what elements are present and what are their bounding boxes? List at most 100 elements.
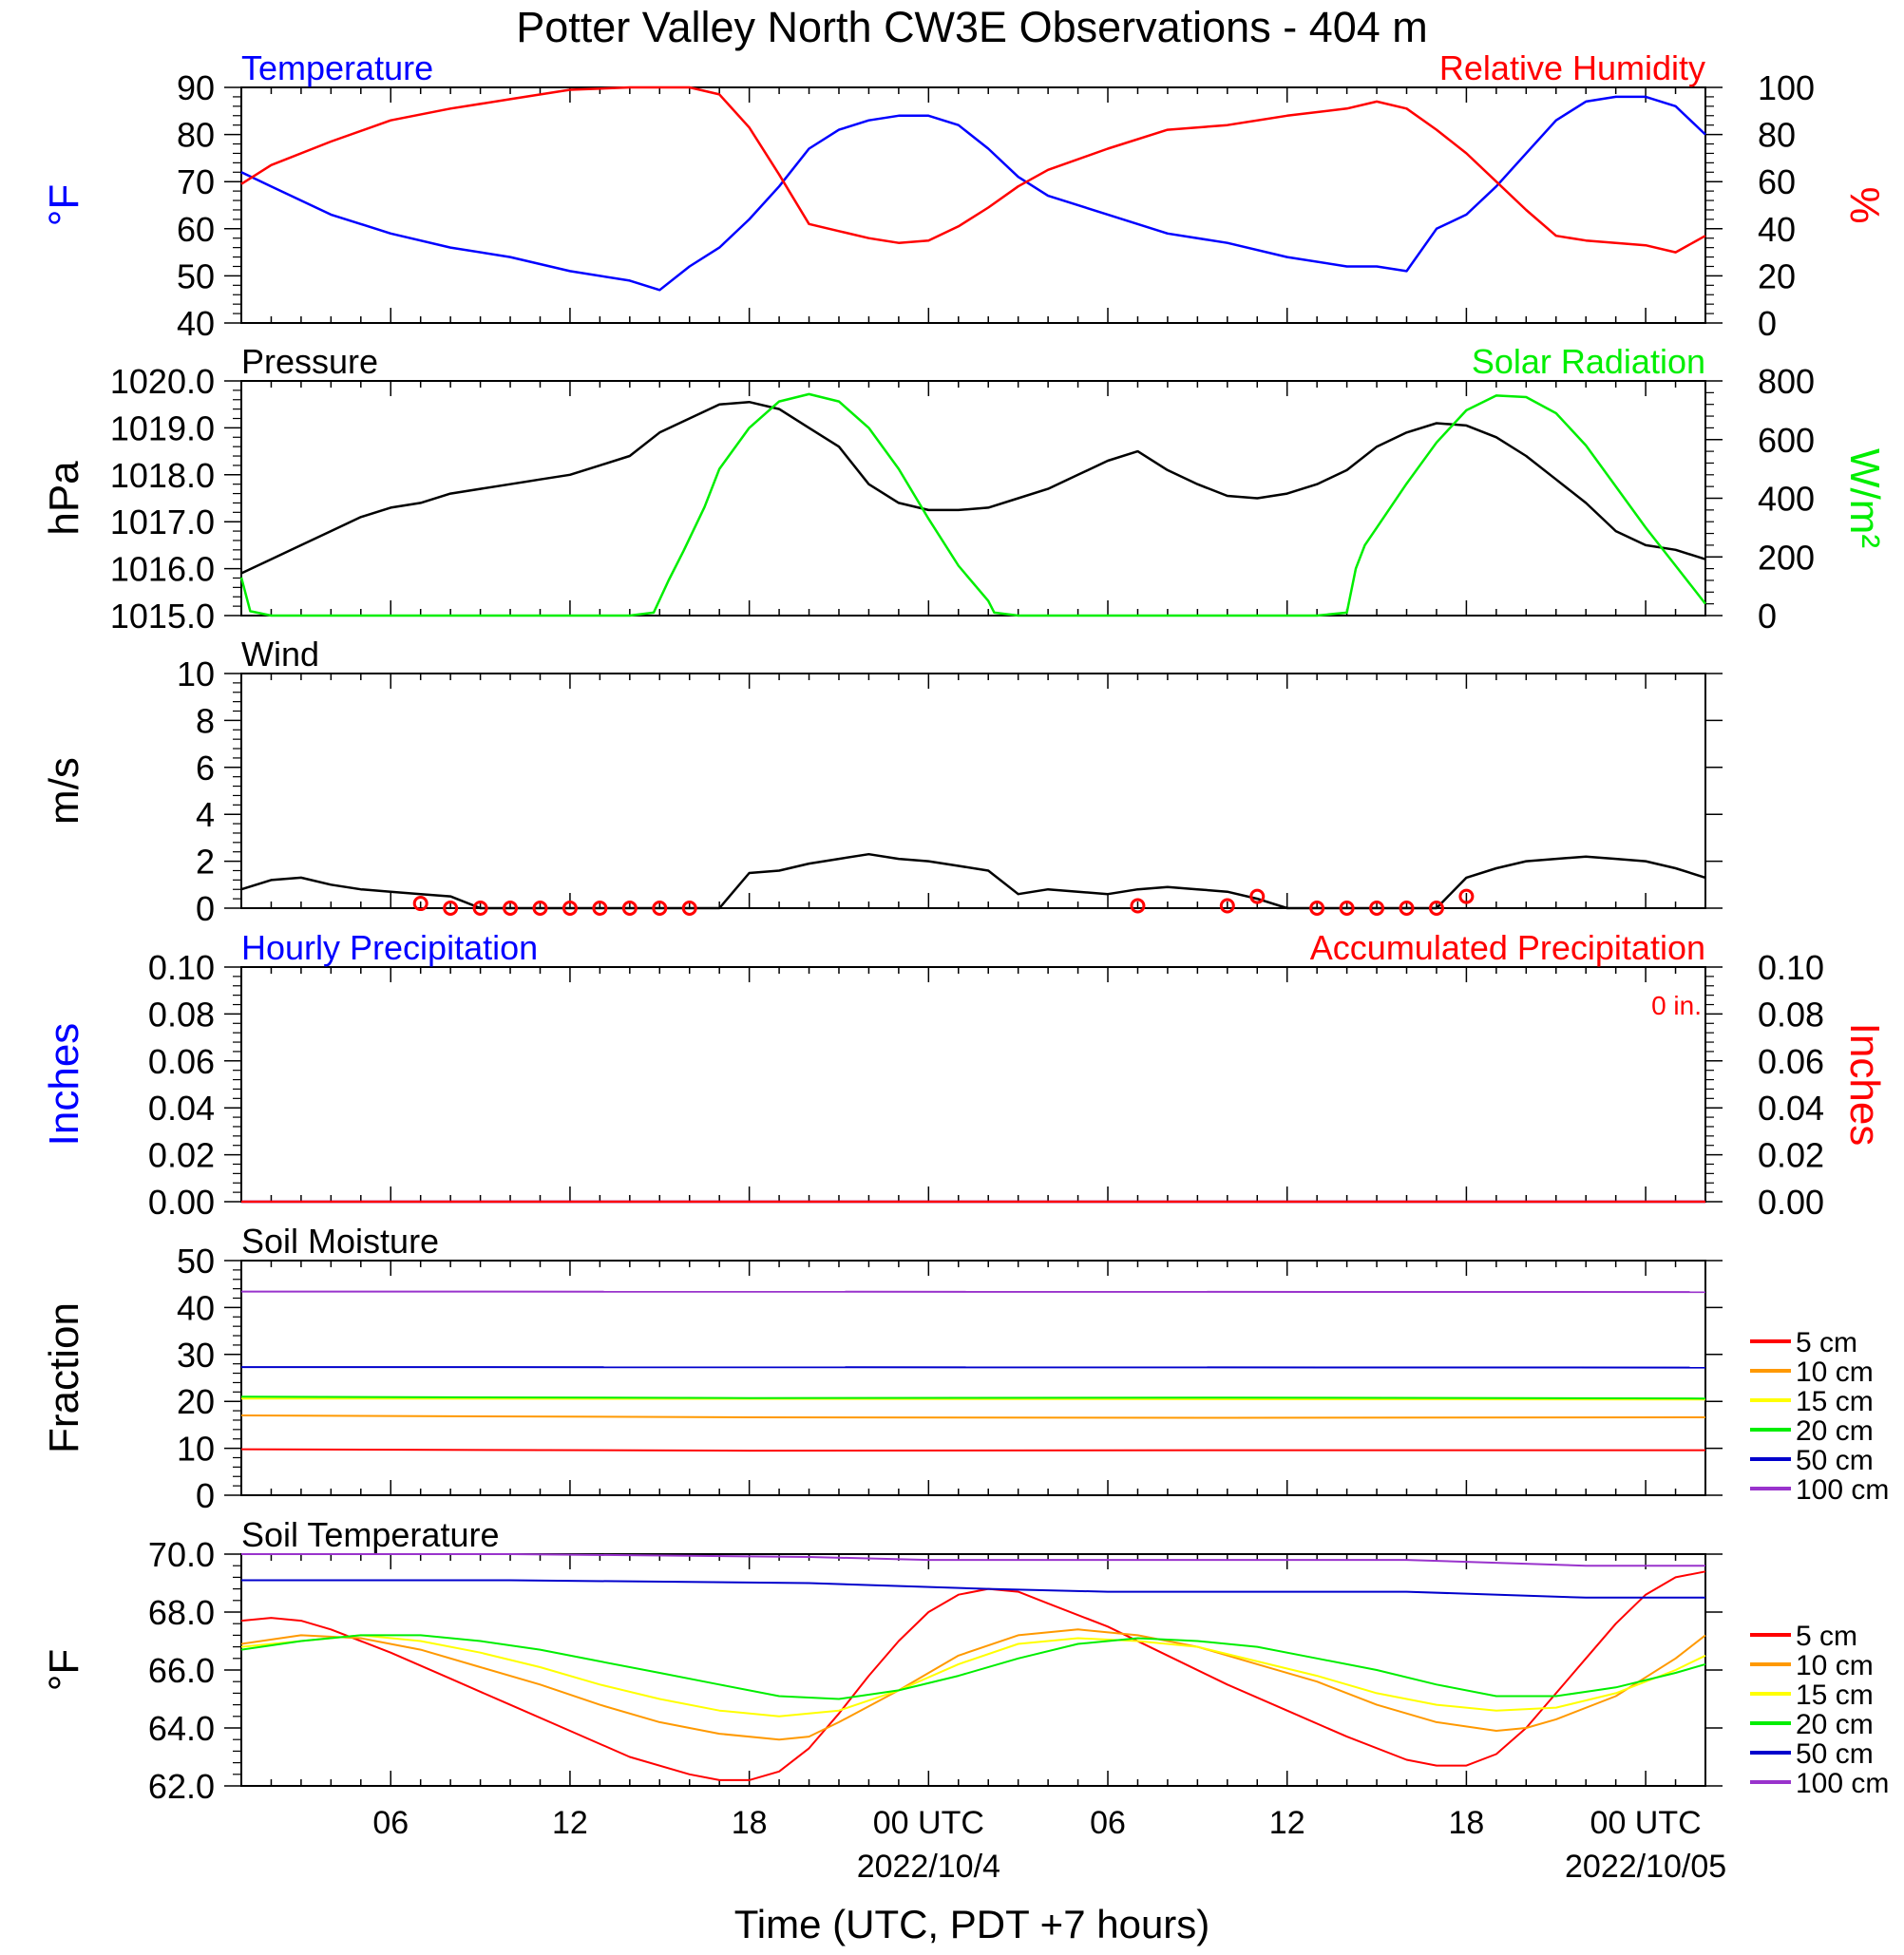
panel-frame — [240, 380, 1706, 617]
y-tick-label-left: 40 — [177, 1288, 215, 1327]
y-tick-label-left: 0.02 — [148, 1136, 215, 1175]
series-line-relative-humidity — [240, 85, 1706, 254]
y-tick-label-left: 1015.0 — [110, 597, 215, 636]
y-tick-label-left: 1016.0 — [110, 550, 215, 589]
x-tick-label: 06 — [372, 1805, 409, 1841]
y-tick-label-right: 100 — [1758, 68, 1815, 107]
calm-wind-marker — [503, 901, 519, 916]
y-tick-label-right: 0.02 — [1758, 1136, 1824, 1175]
x-tick-label: 12 — [1269, 1805, 1305, 1841]
legend-entry-5-cm: 5 cm — [1796, 1621, 1857, 1652]
panel-title-left: Soil Moisture — [241, 1222, 439, 1261]
legend-entry-20-cm: 20 cm — [1796, 1415, 1874, 1447]
y-tick-label-left: 90 — [177, 68, 215, 107]
calm-wind-marker — [532, 901, 548, 916]
panel-title-left: Hourly Precipitation — [241, 928, 538, 967]
y-tick-label-left: 40 — [177, 304, 215, 343]
accumulated-precip-total: 0 in. — [1651, 991, 1702, 1020]
y-tick-label-left: 64.0 — [148, 1709, 215, 1748]
y-axis-label-right: % — [1841, 186, 1888, 223]
calm-wind-marker — [412, 896, 428, 912]
series-line-50-cm — [240, 1366, 1706, 1369]
y-tick-label-right: 80 — [1758, 116, 1796, 155]
series-line-temperature — [240, 95, 1706, 292]
y-tick-label-left: 2 — [196, 843, 215, 882]
y-tick-label-left: 0.06 — [148, 1042, 215, 1081]
calm-wind-marker — [1219, 898, 1235, 914]
legend-entry-15-cm: 15 cm — [1796, 1680, 1874, 1711]
legend-entry-50-cm: 50 cm — [1796, 1445, 1874, 1476]
y-axis-label-left: m/s — [41, 757, 87, 825]
y-tick-label-left: 68.0 — [148, 1593, 215, 1632]
y-axis-label-left: hPa — [41, 461, 87, 536]
y-tick-label-right: 0.00 — [1758, 1183, 1824, 1222]
panel-title-right: Relative Humidity — [1439, 48, 1705, 87]
series-line-5-cm — [240, 1570, 1706, 1781]
panel-frame — [240, 1260, 1706, 1496]
legend-entry-10-cm: 10 cm — [1796, 1357, 1874, 1388]
y-tick-label-left: 6 — [196, 749, 215, 788]
calm-wind-marker — [1369, 901, 1385, 916]
y-axis-label-left: Fraction — [41, 1302, 87, 1453]
legend-entry-15-cm: 15 cm — [1796, 1386, 1874, 1417]
panel-title-left: Temperature — [241, 48, 433, 87]
panel-soil_temperature: 62.0 64.0 66.0 68.0 70.0 Soil Temperature °F 5 … — [41, 1515, 1889, 1885]
series-line-50-cm — [241, 1579, 1705, 1599]
y-tick-label-left: 30 — [177, 1336, 215, 1375]
y-tick-label-right: 600 — [1758, 421, 1815, 460]
panel-title-left: Wind — [241, 635, 319, 674]
series-line-20-cm — [240, 1634, 1706, 1700]
calm-wind-marker — [1339, 901, 1355, 916]
panel-title-left: Pressure — [241, 342, 378, 381]
x-tick-label: 00 UTC — [1590, 1805, 1702, 1841]
legend-entry-10-cm: 10 cm — [1796, 1650, 1874, 1681]
y-tick-label-right: 0 — [1758, 597, 1777, 636]
y-tick-label-left: 0.00 — [148, 1183, 215, 1222]
y-axis-label-right: Inches — [1841, 1023, 1888, 1147]
calm-wind-marker — [1309, 901, 1325, 916]
y-tick-label-right: 0 — [1758, 304, 1777, 343]
y-tick-label-right: 20 — [1758, 256, 1796, 295]
series-line-15-cm — [240, 1634, 1706, 1718]
y-tick-label-right: 800 — [1758, 362, 1815, 401]
panel-title-left: Soil Temperature — [241, 1515, 499, 1554]
series-line-10-cm — [240, 1414, 1706, 1419]
x-axis-label: Time (UTC, PDT +7 hours) — [734, 1902, 1210, 1946]
legend-entry-5-cm: 5 cm — [1796, 1327, 1857, 1358]
y-tick-label-left: 20 — [177, 1382, 215, 1421]
y-tick-label-left: 0.10 — [148, 948, 215, 987]
y-tick-label-right: 400 — [1758, 480, 1815, 519]
calm-wind-marker — [621, 901, 638, 916]
y-axis-label-left: °F — [41, 184, 87, 226]
calm-wind-marker — [1249, 888, 1266, 904]
legend-entry-100-cm: 100 cm — [1796, 1768, 1889, 1799]
calm-wind-marker — [1399, 901, 1415, 916]
legend-entry-20-cm: 20 cm — [1796, 1709, 1874, 1740]
y-tick-label-left: 60 — [177, 210, 215, 249]
series-line-100-cm — [240, 1290, 1706, 1294]
calm-wind-marker — [652, 901, 668, 916]
y-tick-label-right: 200 — [1758, 538, 1815, 577]
legend-entry-100-cm: 100 cm — [1796, 1474, 1889, 1506]
calm-wind-marker — [562, 901, 578, 916]
y-tick-label-left: 66.0 — [148, 1651, 215, 1690]
panel-frame — [240, 966, 1706, 1203]
series-line-10-cm — [240, 1628, 1706, 1741]
y-tick-label-left: 0 — [196, 889, 215, 928]
panel-temperature_rh: 40 50 60 70 80 90 0 20 40 60 80 100 Temperature Relat… — [41, 48, 1888, 343]
panel-frame — [240, 86, 1706, 324]
y-tick-label-left: 0.08 — [148, 995, 215, 1034]
y-axis-label-left: Inches — [41, 1023, 87, 1147]
x-tick-label: 00 UTC — [873, 1805, 984, 1841]
panel-wind: 0 2 4 6 8 10 Wind m/s — [41, 635, 1723, 928]
y-tick-label-left: 1020.0 — [110, 362, 215, 401]
calm-wind-marker — [1130, 898, 1146, 914]
chart-title: Potter Valley North CW3E Observations - … — [516, 3, 1428, 51]
calm-wind-marker — [1458, 888, 1475, 904]
y-tick-label-left: 62.0 — [148, 1767, 215, 1806]
y-tick-label-left: 80 — [177, 116, 215, 155]
y-tick-label-left: 0 — [196, 1476, 215, 1515]
y-tick-label-left: 10 — [177, 655, 215, 693]
calm-wind-marker — [592, 901, 608, 916]
